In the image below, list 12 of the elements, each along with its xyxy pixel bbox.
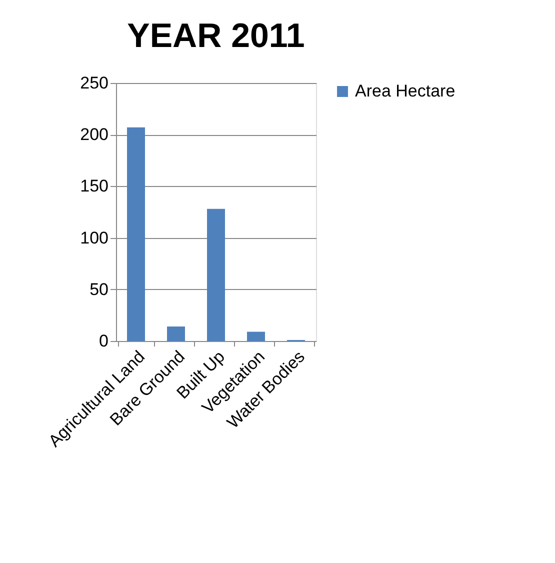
- bar: [207, 208, 225, 341]
- legend-label: Area Hectare: [355, 82, 456, 100]
- bar: [167, 326, 185, 341]
- y-tick-label: 100: [80, 228, 108, 248]
- bar: [247, 332, 265, 341]
- bar: [127, 127, 145, 341]
- chart-title: YEAR 2011: [127, 17, 305, 55]
- y-tick-label: 200: [80, 125, 108, 144]
- y-tick-label: 250: [80, 74, 108, 92]
- y-tick-label: 50: [90, 280, 108, 299]
- y-tick-label: 0: [99, 332, 108, 350]
- y-tick-label: 150: [80, 176, 108, 196]
